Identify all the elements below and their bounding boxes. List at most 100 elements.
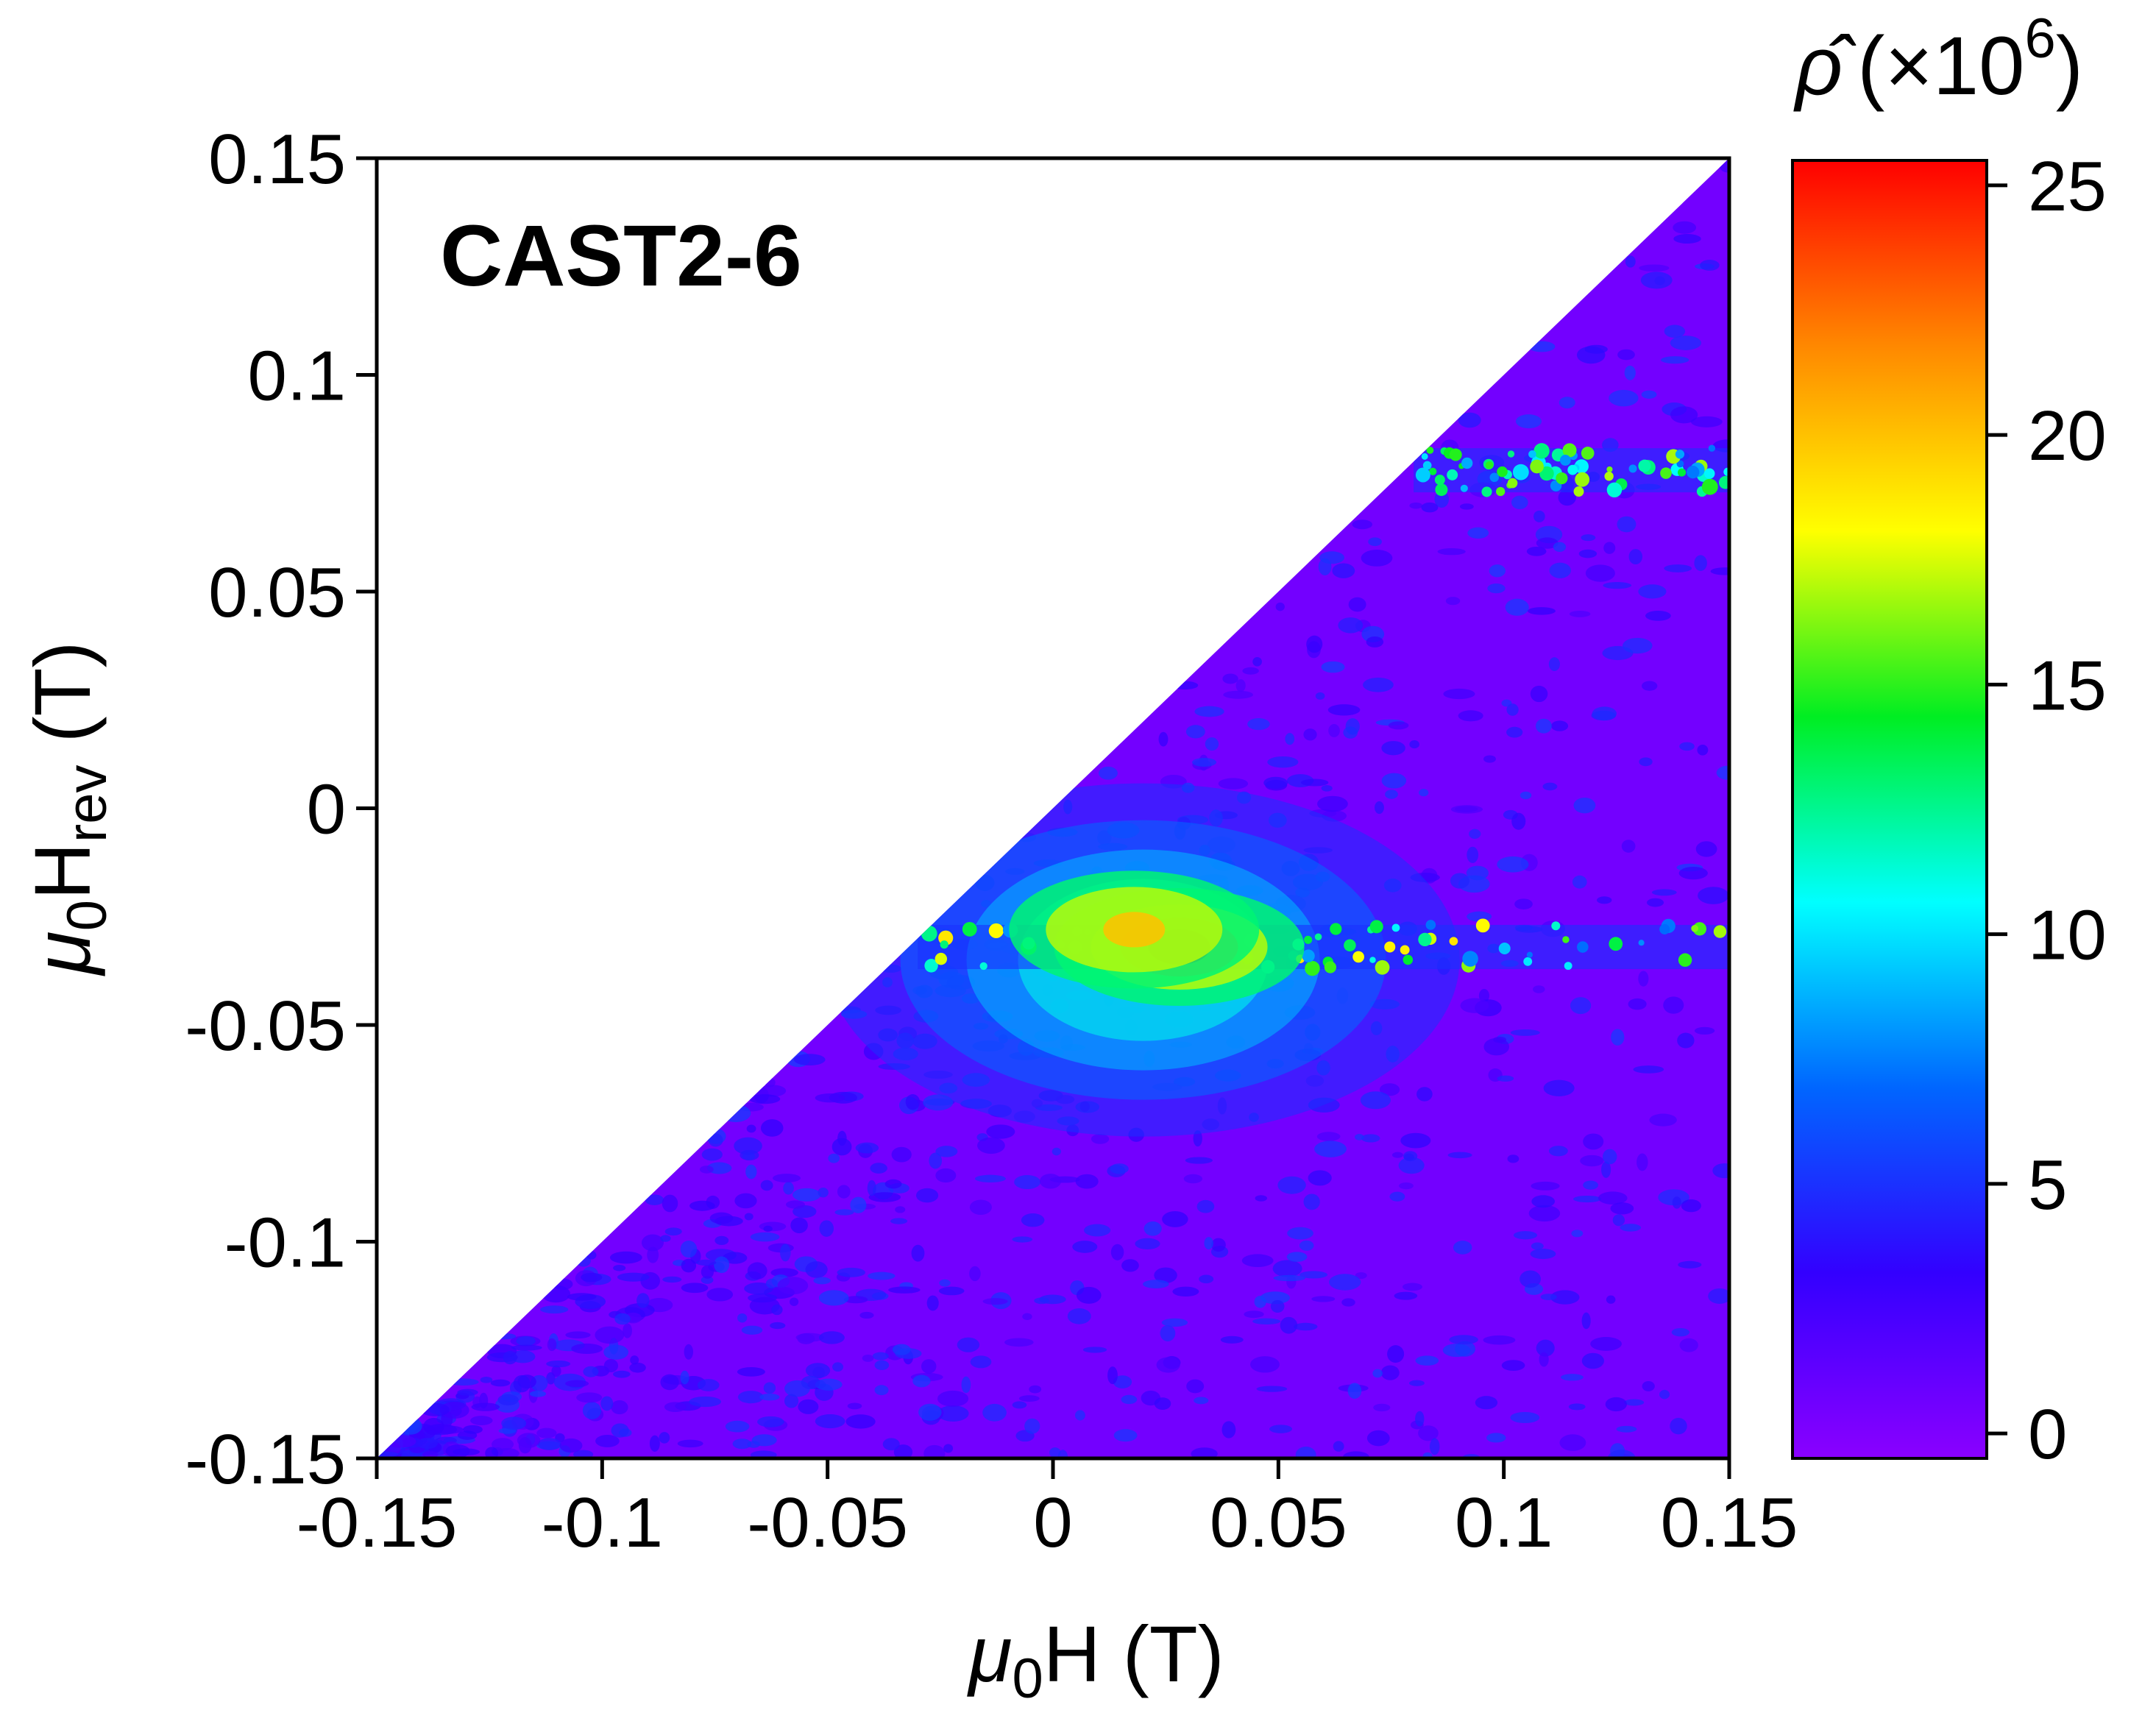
x-tick-label: 0.15 — [1661, 1483, 1798, 1562]
heatmap-speckle — [1640, 272, 1673, 289]
heatmap-speckle — [890, 1218, 908, 1224]
heatmap-speckle — [1076, 1286, 1102, 1304]
heatmap-speckle — [1143, 1221, 1162, 1236]
heatmap-ridge-spot — [1530, 459, 1544, 474]
heatmap-speckle — [586, 1251, 597, 1260]
heatmap-speckle — [714, 1256, 730, 1274]
heatmap-speckle — [1252, 1318, 1281, 1324]
heatmap-speckle — [770, 1322, 786, 1330]
heatmap-speckle — [1321, 784, 1333, 792]
heatmap-speckle — [1318, 558, 1332, 575]
heatmap-speckle — [798, 1399, 819, 1414]
heatmap-speckle — [1597, 896, 1612, 904]
heatmap-ridge-spot — [1324, 961, 1336, 973]
heatmap-speckle — [834, 1209, 854, 1216]
heatmap-speckle — [937, 1390, 969, 1407]
heatmap-ridge-spot — [1314, 933, 1322, 941]
heatmap-speckle — [862, 1354, 874, 1362]
heatmap-speckle — [780, 1244, 791, 1262]
heatmap-ridge-spot — [1413, 444, 1422, 454]
heatmap-speckle — [1084, 1224, 1111, 1237]
heatmap-speckle — [1658, 1189, 1689, 1206]
heatmap-speckle — [1572, 1195, 1602, 1203]
heatmap-speckle — [1171, 681, 1199, 690]
y-axis-ticks: -0.15 -0.1 -0.05 0 0.05 0.1 0.15 — [185, 120, 377, 1499]
heatmap-speckle — [1712, 1163, 1729, 1179]
heatmap-speckle — [850, 1196, 867, 1213]
heatmap-speckle — [1328, 724, 1340, 737]
colorbar-title: ρ̂ (×106) — [1793, 7, 2083, 112]
heatmap-ridge-spot — [1489, 472, 1500, 483]
heatmap-speckle — [1624, 365, 1636, 380]
heatmap-speckle — [1670, 336, 1701, 350]
heatmap-speckle — [1628, 998, 1647, 1010]
heatmap-speckle — [1638, 584, 1667, 599]
heatmap-speckle — [1294, 1322, 1318, 1331]
heatmap-speckle — [1327, 704, 1361, 716]
heatmap-speckle — [761, 1119, 784, 1137]
heatmap-speckle — [1361, 1134, 1380, 1143]
heatmap-speckle — [1306, 635, 1323, 653]
heatmap-speckle — [957, 1337, 980, 1352]
heatmap-speckle — [1185, 1157, 1213, 1164]
heatmap-speckle — [1389, 1191, 1405, 1202]
heatmap-speckle — [1107, 1366, 1118, 1385]
heatmap-speckle — [969, 1266, 981, 1282]
heatmap-speckle — [1183, 1174, 1203, 1184]
heatmap-speckle — [759, 1393, 780, 1401]
heatmap-speckle — [1303, 728, 1317, 741]
heatmap-speckle — [1247, 718, 1270, 731]
heatmap-speckle — [1478, 989, 1490, 1003]
heatmap-speckle — [1295, 1446, 1316, 1458]
heatmap-speckle — [1651, 889, 1677, 896]
heatmap-speckle — [749, 1094, 781, 1104]
heatmap-speckle — [1012, 1401, 1027, 1409]
heatmap-speckle — [567, 1293, 597, 1301]
heatmap-speckle — [1373, 1403, 1391, 1412]
heatmap-ridge-spot — [1512, 464, 1529, 480]
heatmap-speckle — [1361, 550, 1393, 567]
heatmap-speckle — [1673, 221, 1697, 234]
heatmap-speckle — [1221, 1421, 1236, 1439]
heatmap-speckle — [870, 1163, 887, 1174]
y-tick-label: 0.05 — [208, 553, 346, 632]
x-axis-label: μ0H (T) — [966, 1609, 1224, 1710]
heatmap-speckle — [581, 1272, 603, 1283]
x-tick-label: 0.05 — [1210, 1483, 1347, 1562]
heatmap-speckle — [1443, 688, 1475, 700]
heatmap-speckle — [1455, 806, 1478, 812]
heatmap-ridge-spot — [1475, 918, 1490, 933]
heatmap-ridge-spot — [1496, 486, 1506, 497]
heatmap-speckle — [480, 1377, 493, 1383]
heatmap-speckle — [439, 1401, 469, 1419]
heatmap-speckle — [818, 1290, 849, 1306]
heatmap-speckle — [1143, 1280, 1169, 1288]
heatmap-speckle — [1540, 1294, 1557, 1301]
heatmap-speckle — [1611, 1029, 1625, 1046]
heatmap-speckle — [1338, 617, 1364, 634]
heatmap-speckle — [763, 1225, 773, 1232]
y-tick-label: -0.15 — [185, 1420, 346, 1499]
heatmap-speckle — [485, 1447, 499, 1458]
heatmap-speckle — [1694, 1026, 1715, 1035]
heatmap-ridge-spot — [924, 959, 938, 973]
heatmap-speckle — [1375, 801, 1384, 815]
heatmap-speckle — [1514, 898, 1533, 909]
heatmap-speckle — [659, 1432, 670, 1444]
heatmap-speckle — [832, 1362, 843, 1372]
heatmap-speckle — [1402, 1283, 1423, 1291]
heatmap-speckle — [1639, 757, 1653, 767]
heatmap-speckle — [701, 1276, 714, 1284]
heatmap-speckle — [745, 1164, 757, 1180]
heatmap-speckle — [905, 1094, 921, 1110]
heatmap-speckle — [706, 1162, 732, 1174]
x-tick-label: -0.1 — [542, 1483, 663, 1562]
heatmap-speckle — [1530, 1249, 1556, 1260]
heatmap-speckle — [1649, 1113, 1677, 1127]
heatmap-speckle — [1347, 1383, 1362, 1399]
heatmap-speckle — [1681, 1199, 1701, 1213]
heatmap-ridge-spot — [1304, 935, 1313, 944]
heatmap-speckle — [1270, 1299, 1285, 1313]
heatmap-speckle — [892, 1344, 911, 1355]
y-tick-label: 0.15 — [208, 120, 346, 199]
